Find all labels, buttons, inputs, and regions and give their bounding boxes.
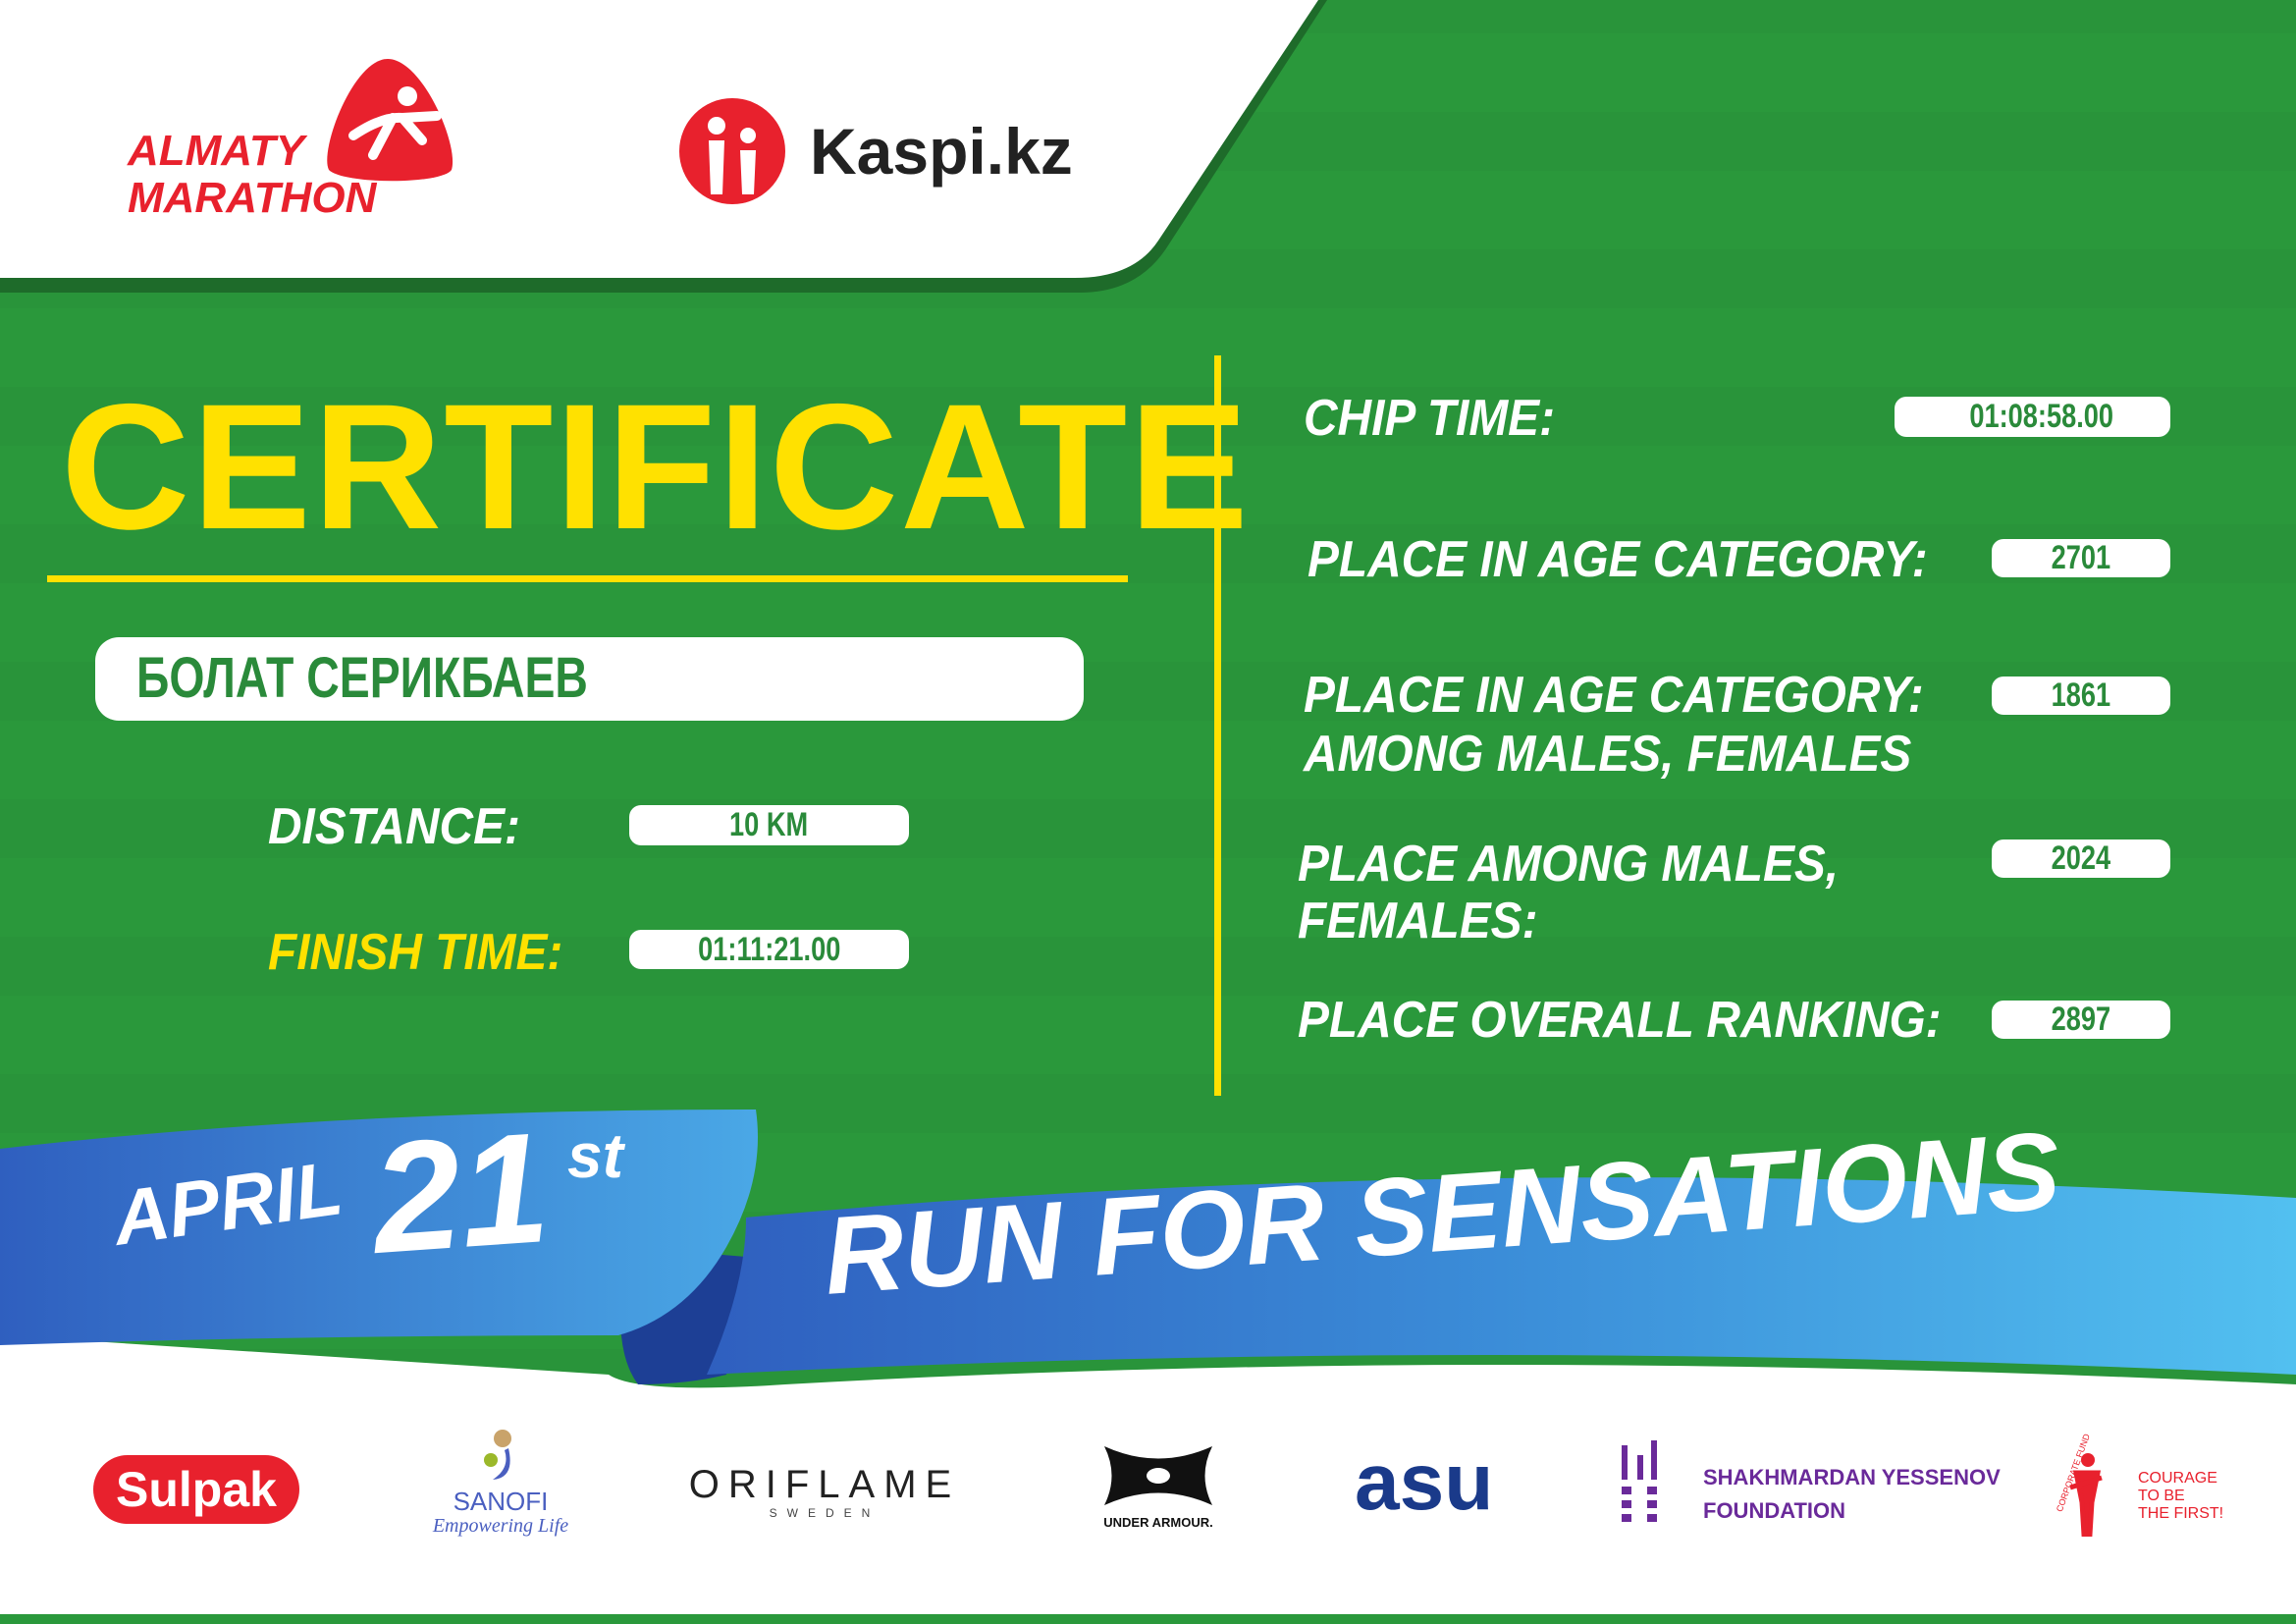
gender-value: 2024 [1992,839,2170,878]
date-day: 21 [366,1099,554,1286]
under-armour-logo: UNDER ARMOUR. [1070,1441,1247,1530]
runner-name-box: БОЛАТ СЕРИКБАЕВ [95,637,1084,721]
sanofi-name: SANOFI [453,1487,549,1516]
oriflame-name: ORIFLAME [688,1463,961,1506]
kaspi-text: Kaspi.kz [810,115,1073,188]
kaspi-icon [679,98,785,204]
courage-fund-logo: CORPORATE FUND COURAGE TO BE THE FIRST! [2052,1433,2223,1537]
under-armour-name: UNDER ARMOUR. [1103,1515,1213,1530]
finish-time-label: FINISH TIME: [268,924,563,981]
age-category-gender-value: 1861 [1992,677,2170,715]
asu-logo: asu [1355,1437,1494,1527]
finish-time-value: 01:11:21.00 [629,930,909,969]
certificate-title: CERTIFICATE [61,366,1251,567]
distance-label: DISTANCE: [268,798,520,855]
header-panel [0,0,1327,293]
chip-time-value: 01:08:58.00 [1895,397,2170,437]
courage-line1: COURAGE [2138,1470,2217,1487]
courage-line2: TO BE [2138,1488,2185,1504]
overall-value: 2897 [1992,1001,2170,1039]
ribbon-banner [0,1110,2296,1614]
sanofi-tagline: Empowering Life [432,1515,569,1537]
age-category-gender-label-2: AMONG MALES, FEMALES [1304,726,1912,783]
sanofi-logo: SANOFI Empowering Life [412,1429,589,1546]
almaty-marathon-logo: ALMATY MARATHON [128,57,461,229]
logo-line1: ALMATY [128,127,305,175]
runner-name: БОЛАТ СЕРИКБАЕВ [136,646,588,710]
gender-label-1: PLACE AMONG MALES, [1298,836,1840,893]
age-category-value: 2701 [1992,539,2170,577]
sanofi-icon [484,1430,511,1480]
title-underline [47,575,1128,582]
sulpak-logo: Sulpak [93,1455,299,1524]
chip-time-label: CHIP TIME: [1304,390,1556,447]
yessenov-logo: SHAKHMARDAN YESSENOV FOUNDATION [1620,1435,2001,1524]
divider-line [1214,355,1221,1096]
logo-line2: MARATHON [128,174,377,222]
gender-label-2: FEMALES: [1298,893,1538,949]
age-category-label: PLACE IN AGE CATEGORY: [1308,531,1928,588]
date-suffix: st [567,1120,623,1191]
under-armour-icon [1104,1446,1212,1505]
courage-line3: THE FIRST! [2138,1505,2224,1522]
yessenov-icon [1622,1440,1657,1522]
yessenov-line1: SHAKHMARDAN YESSENOV [1703,1465,2001,1489]
distance-value: 10 KM [629,805,909,845]
runner-icon [327,59,454,182]
oriflame-logo: ORIFLAME SWEDEN [687,1463,962,1520]
age-category-gender-label-1: PLACE IN AGE CATEGORY: [1304,667,1924,724]
overall-label: PLACE OVERALL RANKING: [1298,992,1942,1049]
kaspi-logo: Kaspi.kz [677,96,1073,206]
yessenov-line2: FOUNDATION [1703,1498,1846,1523]
courage-runner-icon [2069,1453,2103,1537]
oriflame-sub: SWEDEN [769,1506,881,1520]
